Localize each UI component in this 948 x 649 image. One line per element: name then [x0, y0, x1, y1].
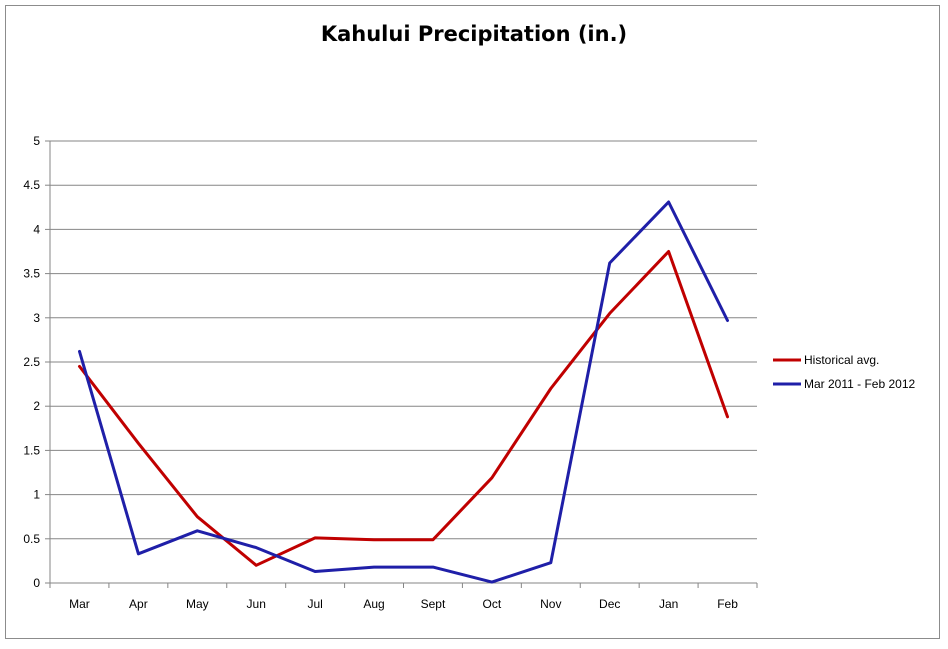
y-tick-label: 4.5 [23, 178, 40, 192]
chart-frame [5, 5, 940, 639]
x-tick-label: Feb [717, 597, 738, 611]
x-tick-label: Jul [307, 597, 322, 611]
y-tick-label: 4 [33, 222, 40, 236]
legend: Historical avg. Mar 2011 - Feb 2012 [773, 353, 916, 391]
x-tick-label: Oct [483, 597, 502, 611]
y-tick-label: 3 [33, 311, 40, 325]
y-tick-label: 2.5 [23, 355, 40, 369]
y-tick-label: 1.5 [23, 443, 40, 457]
y-axis-ticks: 0 0.5 1 1.5 2 2.5 3 3.5 4 4.5 5 [23, 134, 50, 590]
y-tick-label: 0.5 [23, 532, 40, 546]
y-tick-label: 3.5 [23, 267, 40, 281]
legend-label: Mar 2011 - Feb 2012 [804, 377, 916, 391]
y-tick-label: 0 [33, 576, 40, 590]
x-tick-label: Sept [421, 597, 446, 611]
chart-title: Kahului Precipitation (in.) [320, 22, 628, 46]
x-tick-label: Dec [599, 597, 620, 611]
legend-label: Historical avg. [804, 353, 879, 367]
series-line-2 [78, 200, 729, 584]
x-tick-label: Aug [363, 597, 384, 611]
gridlines [50, 140, 757, 540]
x-tick-label: Mar [69, 597, 90, 611]
series-line-1 [78, 250, 729, 567]
x-tick-label: Jan [659, 597, 678, 611]
series-lines [78, 200, 729, 584]
x-tick-label: May [186, 597, 209, 611]
x-tick-label: Jun [247, 597, 266, 611]
y-tick-label: 2 [33, 399, 40, 413]
y-tick-label: 1 [33, 488, 40, 502]
x-axis-ticks: Mar Apr May Jun Jul Aug Sept Oct Nov Dec Jan Feb [49, 583, 758, 611]
x-tick-label: Nov [540, 597, 561, 611]
y-tick-label: 5 [33, 134, 40, 148]
x-tick-label: Apr [129, 597, 148, 611]
